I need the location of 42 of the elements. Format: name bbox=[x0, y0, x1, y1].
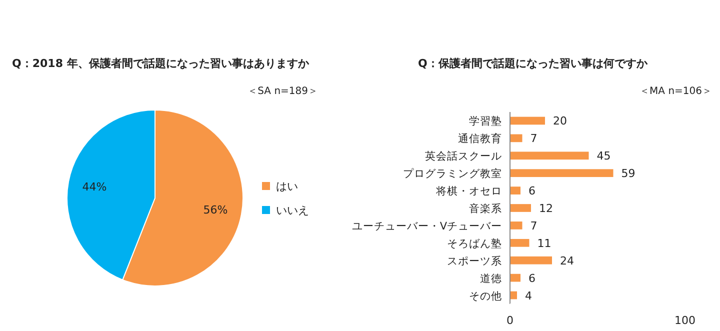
y-tick-label: プログラミング教室 bbox=[403, 167, 502, 180]
data-label: 44% bbox=[82, 180, 107, 194]
data-label: 24 bbox=[560, 254, 574, 268]
bar bbox=[510, 186, 520, 194]
bar bbox=[510, 134, 522, 142]
data-label: 7 bbox=[530, 219, 538, 232]
y-tick-label: 通信教育 bbox=[458, 132, 502, 146]
bar bbox=[510, 238, 530, 247]
data-label: 7 bbox=[530, 132, 538, 146]
x-tick-label: 0 bbox=[506, 314, 514, 327]
text: ＜MA n=106＞ bbox=[640, 86, 712, 97]
y-tick-label: 道徳 bbox=[480, 272, 502, 285]
text: ＜SA n=189＞ bbox=[248, 86, 318, 97]
y-tick-label: 学習塾 bbox=[469, 114, 502, 128]
chart-title: Q：保護者間で話題になった習い事は何ですか bbox=[418, 57, 648, 70]
y-tick-label: ユーチューバー・Vチューバー bbox=[352, 220, 502, 232]
data-label: 4 bbox=[525, 289, 532, 302]
data-label: 45 bbox=[596, 150, 611, 163]
bar bbox=[510, 116, 545, 125]
bar bbox=[510, 204, 531, 212]
bar bbox=[510, 169, 614, 178]
legend-label: はい bbox=[276, 180, 298, 193]
data-label: 12 bbox=[539, 202, 553, 215]
bar bbox=[510, 222, 522, 230]
data-label: 6 bbox=[528, 184, 536, 198]
bar bbox=[510, 152, 589, 160]
bar bbox=[510, 256, 552, 264]
x-tick-label: 100 bbox=[674, 314, 696, 327]
bar bbox=[510, 274, 520, 282]
y-tick-label: スポーツ系 bbox=[447, 254, 502, 268]
data-label: 11 bbox=[537, 236, 552, 250]
y-tick-label: 将棋・オセロ bbox=[435, 186, 502, 198]
data-label: 20 bbox=[553, 114, 567, 128]
legend-label: いいえ bbox=[276, 204, 309, 217]
chart-title: Q：2018 年、保護者間で話題になった習い事はありますか bbox=[12, 57, 310, 70]
y-tick-label: 音楽系 bbox=[469, 202, 502, 215]
y-tick-label: 英会話スクール bbox=[425, 150, 502, 163]
data-label: 56% bbox=[203, 204, 228, 217]
data-label: 59 bbox=[621, 167, 636, 180]
y-tick-label: そろばん塾 bbox=[447, 236, 502, 250]
y-tick-label: その他 bbox=[469, 290, 502, 302]
data-label: 6 bbox=[528, 272, 536, 285]
